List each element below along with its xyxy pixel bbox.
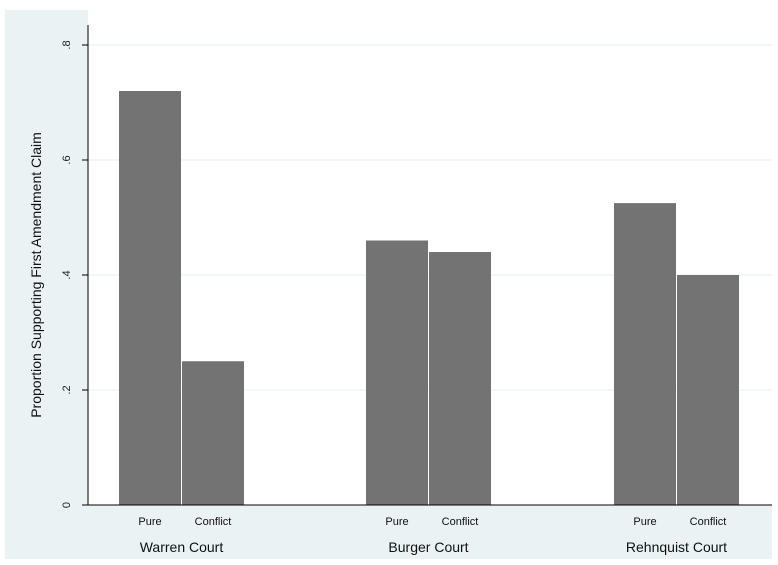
bar-warren-court-pure [119, 91, 181, 505]
bar-burger-court-pure [366, 240, 428, 505]
labels: 0 .2 .4 .6 .8 Pure Conflict Warren Court Pure Con… [61, 40, 727, 555]
bar-category-label: Pure [385, 516, 408, 528]
y-tick-label: 0 [61, 502, 73, 508]
y-tick-label: .8 [61, 40, 73, 49]
group-label: Burger Court [388, 539, 468, 555]
bar-rehnquist-court-conflict [677, 275, 739, 505]
bar-category-label: Conflict [195, 516, 232, 528]
group-label: Rehnquist Court [626, 539, 727, 555]
y-tick-label: .6 [61, 155, 73, 164]
y-tick-label: .2 [61, 385, 73, 394]
y-axis-title: Proportion Supporting First Amendment Cl… [28, 132, 44, 418]
bar-category-label: Conflict [442, 516, 479, 528]
bar-category-label: Pure [633, 516, 656, 528]
bars [119, 91, 739, 505]
bar-burger-court-conflict [429, 252, 491, 505]
bar-warren-court-conflict [182, 361, 244, 505]
axes [82, 25, 772, 506]
y-tick-label: .4 [61, 270, 73, 279]
bar-chart: 0 .2 .4 .6 .8 Pure Conflict Warren Court Pure Con… [28, 10, 772, 555]
bar-category-label: Conflict [690, 516, 727, 528]
bar-category-label: Pure [138, 516, 161, 528]
bar-rehnquist-court-pure [614, 203, 676, 505]
chart-frame: 0 .2 .4 .6 .8 Pure Conflict Warren Court Pure Con… [5, 10, 772, 559]
group-label: Warren Court [140, 539, 224, 555]
